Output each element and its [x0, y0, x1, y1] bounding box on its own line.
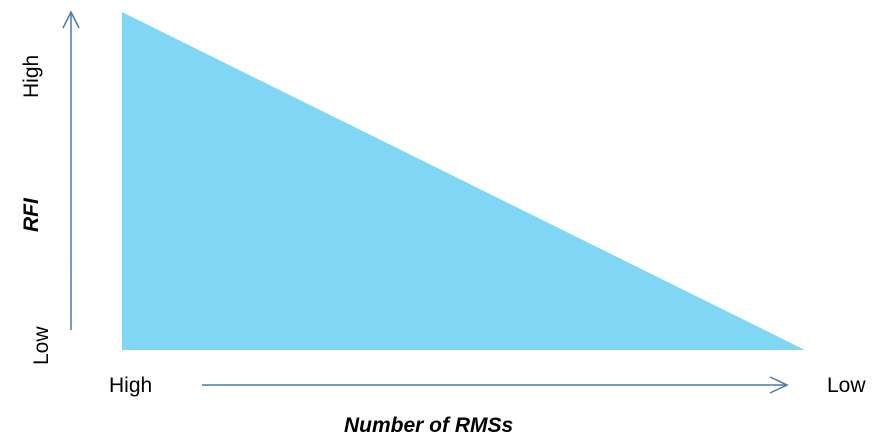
x-axis-title: Number of RMSs: [344, 414, 513, 437]
y-axis-title: RFI: [20, 197, 43, 232]
y-axis-arrow: [62, 10, 80, 330]
y-axis-high-label: High: [20, 55, 43, 98]
x-axis-arrow: [202, 376, 789, 394]
x-axis-start-label: High: [109, 374, 152, 397]
y-axis-low-label: Low: [30, 326, 53, 365]
triangle-area: [122, 12, 805, 350]
x-axis-end-label: Low: [827, 374, 866, 397]
